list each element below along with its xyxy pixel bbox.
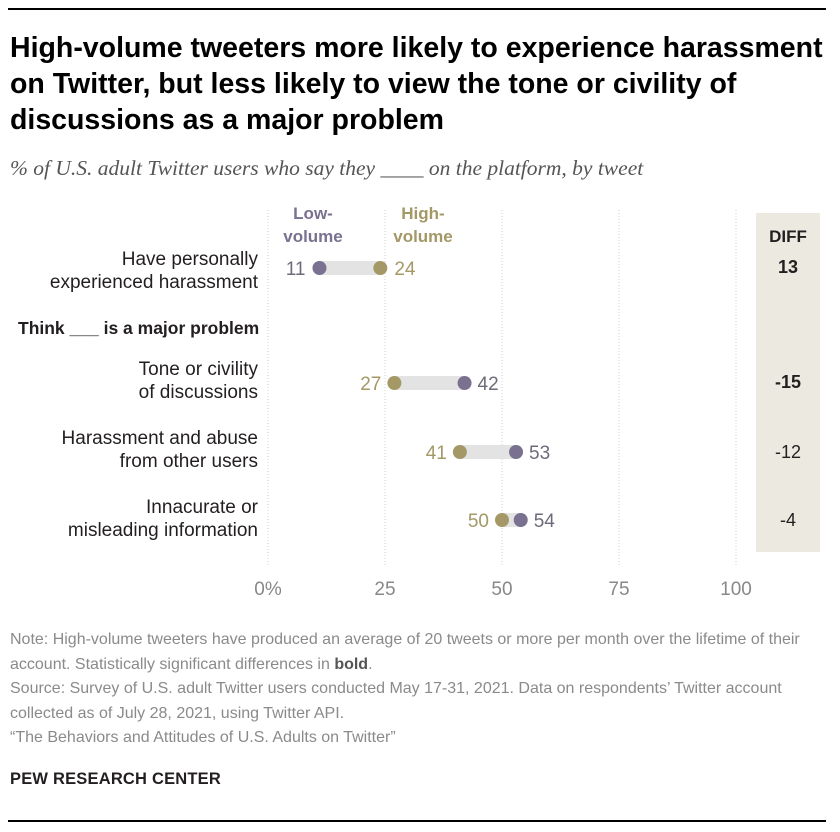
diff-value: -12: [774, 442, 801, 462]
low-volume-value: 53: [529, 443, 550, 464]
brand-label: PEW RESEARCH CENTER: [10, 770, 221, 788]
category-label-line: experienced harassment: [49, 272, 258, 293]
section-header: Think ___ is a major problem: [18, 318, 260, 338]
category-label-line: Tone or civility: [138, 359, 258, 380]
note-bold-word: bold: [334, 655, 369, 673]
category-label-line: from other users: [119, 451, 258, 472]
x-tick-label: 75: [608, 579, 629, 600]
category-label: Harassment and abuse from other users: [62, 427, 258, 473]
report-title: “The Behaviors and Attitudes of U.S. Adu…: [10, 729, 396, 746]
low-volume-value: 42: [478, 374, 499, 395]
high-volume-value: 50: [468, 511, 489, 532]
x-tick-label: 25: [374, 579, 395, 600]
low-volume-dot: [457, 376, 472, 390]
category-label-line: of discussions: [138, 382, 258, 403]
category-label: Tone or civility of discussions: [139, 358, 258, 404]
x-tick-label: 100: [720, 579, 752, 600]
x-tick-label: 50: [491, 579, 512, 600]
legend-low-volume: Low- volume: [275, 202, 351, 248]
legend-high-line1: High-: [401, 204, 445, 223]
high-volume-dot: [373, 261, 388, 275]
high-volume-value: 27: [360, 374, 381, 395]
high-volume-dot: [387, 376, 402, 390]
bottom-rule: [8, 820, 826, 822]
high-volume-dot: [495, 513, 509, 527]
category-label: Have personally experienced harassment: [50, 248, 258, 294]
diff-value: 13: [777, 257, 799, 277]
legend-low-line1: Low-: [293, 204, 333, 223]
diff-column-background: [756, 213, 820, 552]
chart-subtitle: % of U.S. adult Twitter users who say th…: [10, 156, 644, 180]
low-volume-dot: [509, 445, 524, 459]
high-volume-value: 41: [426, 443, 447, 464]
low-volume-dot: [513, 513, 528, 527]
category-label-line: misleading information: [67, 520, 258, 541]
category-label-line: Have personally: [121, 249, 258, 270]
diff-header: DIFF: [769, 227, 807, 246]
category-label: Innacurate or misleading information: [68, 496, 258, 542]
note-text: Note: High-volume tweeters have produced…: [10, 631, 800, 673]
legend-low-line2: volume: [283, 227, 343, 246]
chart-title: High-volume tweeters more likely to expe…: [10, 32, 823, 136]
notes-block: Note: High-volume tweeters have produced…: [10, 628, 825, 751]
high-volume-dot: [452, 445, 467, 459]
high-volume-value: 24: [394, 259, 416, 280]
source-text: Source: Survey of U.S. adult Twitter use…: [10, 680, 782, 722]
legend-high-volume: High- volume: [383, 202, 463, 248]
low-volume-dot: [312, 261, 327, 275]
category-label-line: Innacurate or: [146, 497, 258, 518]
diff-value: -15: [774, 372, 801, 392]
x-tick-label: 0%: [254, 579, 282, 600]
diff-value: -4: [779, 510, 796, 530]
top-rule: [8, 8, 826, 10]
low-volume-value: 54: [534, 511, 556, 532]
dot-plot: 0% 25 50 75 100 11 24 42 27 53 41 54 50: [254, 210, 752, 600]
low-volume-value: 11: [286, 259, 306, 280]
legend-high-line2: volume: [393, 227, 453, 246]
category-label-line: Harassment and abuse: [61, 428, 258, 449]
